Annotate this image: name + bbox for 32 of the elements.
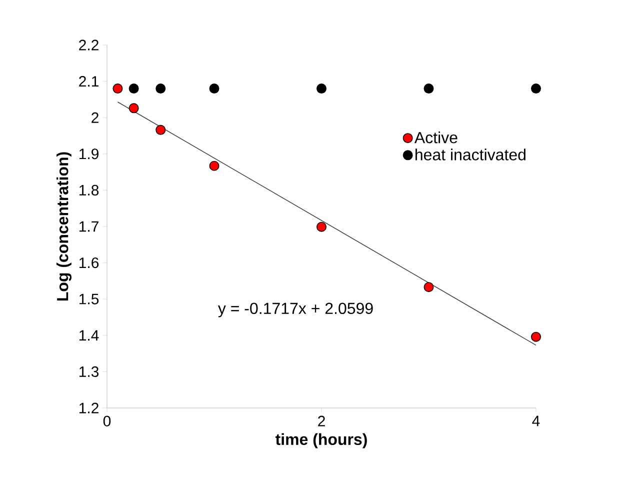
point: [424, 282, 434, 292]
y-tick-label: 2.2: [79, 40, 98, 50]
y-axis-title: Log (concentration): [56, 152, 72, 301]
point: [209, 84, 220, 94]
annotation: y = -0.1717x + 2.0599: [218, 302, 373, 318]
point: [316, 84, 326, 94]
point: [424, 84, 434, 94]
legend-label: heat inactivated: [416, 148, 526, 160]
point: [156, 124, 166, 135]
y-tick-label: 1.2: [80, 402, 98, 414]
point: [530, 84, 541, 94]
y-tick-label: 1.3: [80, 366, 99, 377]
y-tick-label: 1.9: [80, 148, 98, 160]
point: [128, 103, 139, 114]
x-axis-title: time (hours): [275, 433, 367, 448]
point: [316, 222, 326, 232]
y-tick-label: 1.5: [80, 294, 99, 304]
legend-label: Active: [414, 132, 458, 144]
y-tick-label: 2.1: [79, 76, 98, 87]
point: [209, 160, 220, 171]
y-tick-label: 2: [92, 112, 98, 123]
x-tick-label: 2: [318, 416, 325, 426]
y-tick-label: 1.6: [80, 257, 99, 268]
point: [128, 84, 139, 94]
y-tick-label: 1.8: [80, 184, 99, 196]
x-tick-label: 0: [103, 416, 111, 426]
x-tick-label: 4: [532, 416, 540, 426]
y-tick-label: 1.4: [80, 330, 99, 341]
y-tick-label: 1.7: [80, 221, 98, 232]
point: [156, 84, 166, 94]
point: [112, 84, 123, 94]
point: [530, 332, 541, 342]
